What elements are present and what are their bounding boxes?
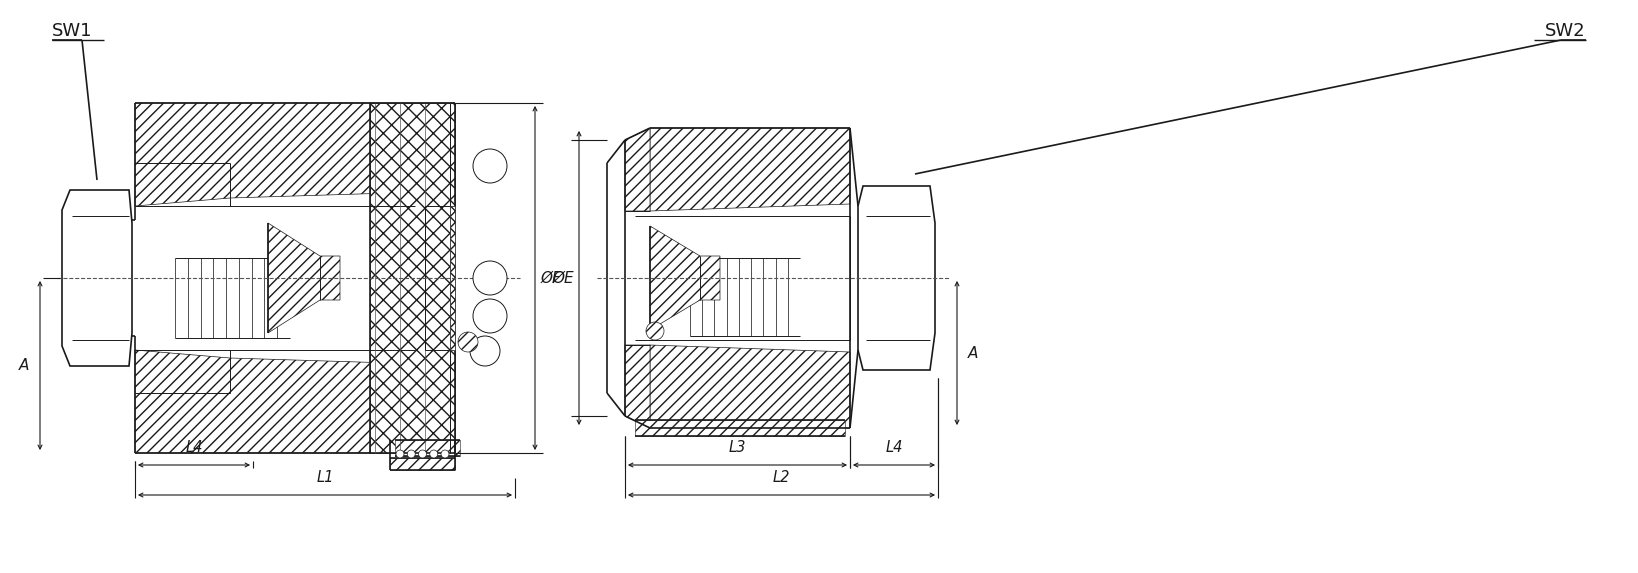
Text: ØF: ØF (541, 270, 562, 285)
Polygon shape (626, 345, 650, 428)
Circle shape (645, 322, 663, 340)
Circle shape (418, 450, 426, 458)
Text: L4: L4 (885, 439, 903, 454)
Circle shape (441, 450, 449, 458)
Polygon shape (858, 186, 935, 370)
Polygon shape (395, 440, 460, 456)
Circle shape (459, 332, 478, 352)
Polygon shape (134, 350, 455, 453)
Polygon shape (134, 103, 455, 206)
Polygon shape (370, 103, 455, 453)
Polygon shape (626, 128, 650, 211)
Text: L1: L1 (316, 469, 334, 485)
Polygon shape (269, 223, 341, 333)
Text: ØE: ØE (552, 270, 573, 285)
Circle shape (408, 450, 416, 458)
Text: A: A (18, 358, 29, 373)
Circle shape (473, 261, 508, 295)
Polygon shape (650, 128, 850, 211)
Polygon shape (390, 458, 455, 470)
Circle shape (473, 149, 508, 183)
Polygon shape (636, 420, 845, 436)
Text: A: A (968, 346, 978, 360)
Circle shape (470, 336, 500, 366)
Text: L3: L3 (729, 439, 747, 454)
Text: L4: L4 (185, 439, 203, 454)
Text: SW1: SW1 (52, 22, 92, 40)
Polygon shape (62, 190, 133, 366)
Circle shape (429, 450, 437, 458)
Text: L2: L2 (773, 469, 790, 485)
Polygon shape (650, 226, 721, 330)
Polygon shape (650, 345, 850, 428)
Circle shape (473, 299, 508, 333)
Circle shape (396, 450, 405, 458)
Polygon shape (450, 206, 455, 350)
Text: SW2: SW2 (1545, 22, 1586, 40)
